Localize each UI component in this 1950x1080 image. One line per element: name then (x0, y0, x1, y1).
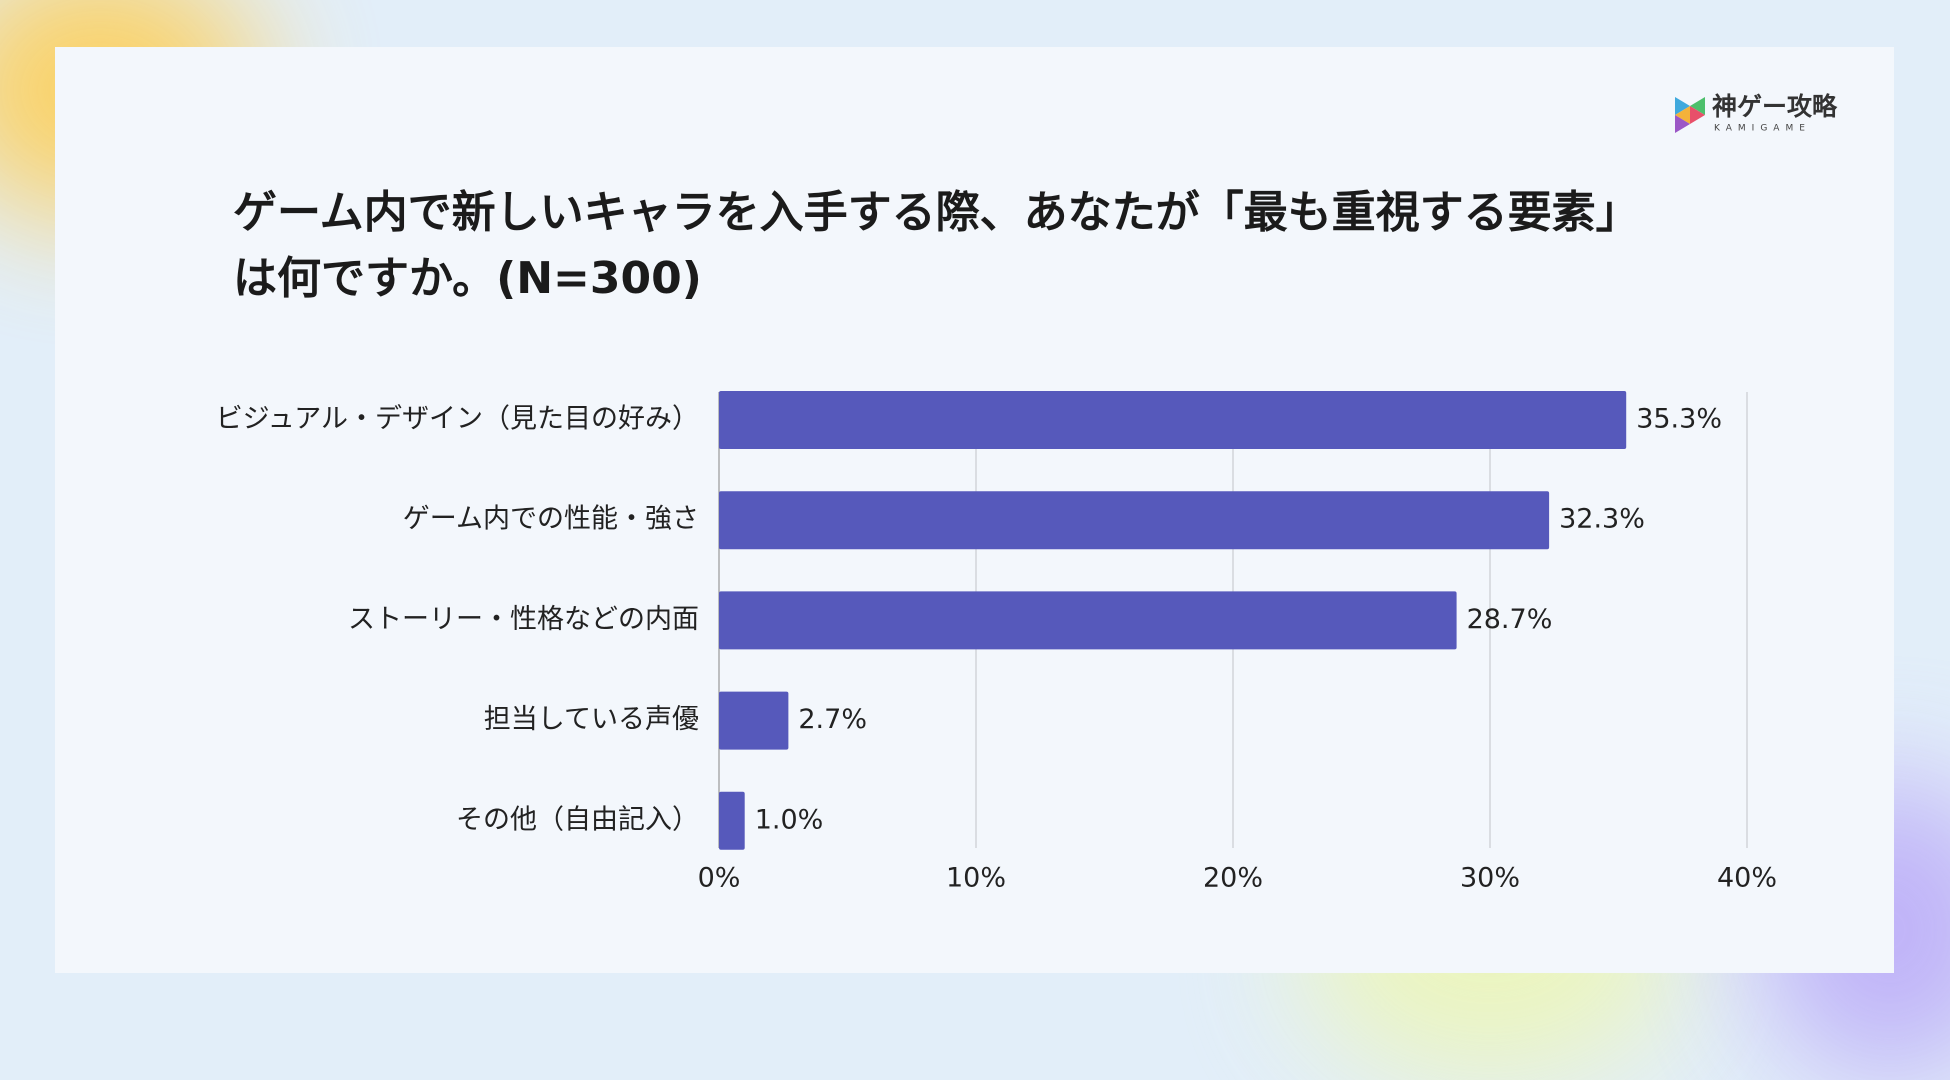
value-label: 2.7% (798, 704, 867, 735)
y-tick-label: その他（自由記入） (456, 804, 699, 835)
logo-name: 神ゲー攻略 (1712, 92, 1838, 121)
logo-subname: KAMIGAME (1714, 124, 1811, 134)
chart: 神ゲー攻略 KAMIGAME 0% 10% 20% 30% 40% 35.3% ビジュアル・… (216, 92, 1838, 894)
x-tick-label: 10% (946, 863, 1006, 894)
value-label: 1.0% (755, 804, 824, 835)
x-tick-label: 0% (698, 863, 741, 894)
bar (719, 791, 745, 850)
y-tick-label: ビジュアル・デザイン（見た目の好み） (216, 404, 699, 435)
value-label: 28.7% (1467, 604, 1553, 635)
bar (719, 491, 1550, 550)
bar (719, 691, 789, 750)
x-tick-label: 40% (1717, 863, 1777, 894)
logo-icon (1675, 97, 1705, 133)
value-label: 32.3% (1559, 504, 1645, 535)
chart-title: ゲーム内で新しいキャラを入手する際、あなたが「最も重視する要素」は何ですか。(N… (233, 187, 1640, 304)
value-label: 35.3% (1636, 404, 1722, 435)
x-tick-label: 30% (1460, 863, 1520, 894)
bar (719, 591, 1457, 650)
bar (719, 391, 1627, 449)
y-tick-label: 担当している声優 (484, 704, 699, 735)
y-tick-label: ゲーム内での性能・強さ (403, 504, 699, 535)
y-tick-label: ストーリー・性格などの内面 (348, 604, 699, 635)
x-tick-label: 20% (1203, 863, 1263, 894)
